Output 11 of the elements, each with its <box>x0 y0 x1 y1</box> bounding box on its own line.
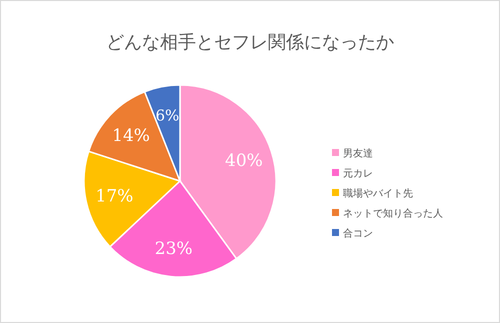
legend-label: 男友達 <box>343 148 373 160</box>
data-label: 23% <box>154 238 193 259</box>
legend-label: 職場やバイト先 <box>343 188 413 200</box>
data-label: 40% <box>225 151 263 172</box>
data-label: 14% <box>112 126 150 146</box>
chart-title: どんな相手とセフレ関係になったか <box>106 32 394 53</box>
data-label: 6% <box>156 106 180 124</box>
data-label: 17% <box>96 186 134 207</box>
legend-label: 元カレ <box>343 168 373 180</box>
legend-label: 合コン <box>343 228 373 240</box>
legend-label: ネットで知り合った人 <box>343 208 443 220</box>
